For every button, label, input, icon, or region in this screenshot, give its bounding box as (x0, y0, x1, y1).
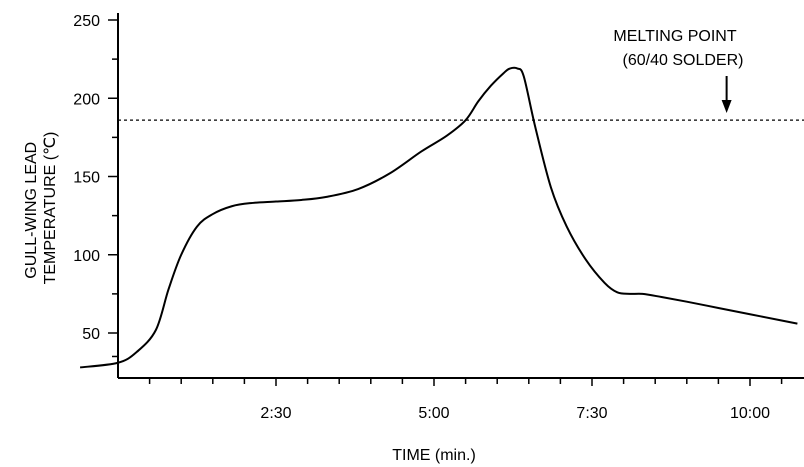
series-group (79, 66, 798, 369)
tick-labels: 50 100 150 200 250 2:30 5:00 7:30 10:00 (73, 13, 770, 422)
x-tick-label: 10:00 (730, 405, 770, 422)
y-axis-title-line-2: TEMPERATURE (℃) (42, 132, 59, 285)
x-tick-label: 7:30 (576, 405, 607, 422)
x-axis-title: TIME (min.) (392, 447, 476, 464)
y-axis-title: GULL-WING LEAD TEMPERATURE (℃) (23, 132, 59, 285)
y-tick-label: 250 (73, 13, 100, 30)
y-tick-label: 100 (73, 248, 100, 265)
annotation-group: MELTING POINT (60/40 SOLDER) (118, 28, 804, 121)
y-tick-label: 200 (73, 91, 100, 108)
x-tick-label: 2:30 (260, 405, 291, 422)
melting-point-label: MELTING POINT (613, 28, 736, 45)
down-arrow-icon (721, 100, 732, 113)
y-tick-label: 150 (73, 170, 100, 187)
y-tick-label: 50 (82, 326, 100, 343)
x-tick-label: 5:00 (418, 405, 449, 422)
tick-marks (108, 19, 783, 386)
axes (117, 13, 804, 379)
temperature-curve (79, 66, 798, 369)
solder-type-label: (60/40 SOLDER) (623, 52, 744, 69)
y-axis-title-line-1: GULL-WING LEAD (23, 142, 40, 279)
